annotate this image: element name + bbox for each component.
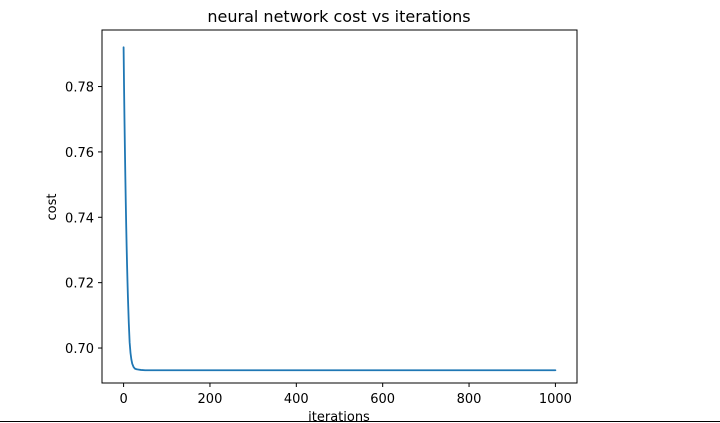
y-tick-label: 0.78 [65,81,94,96]
cost-series-line [122,46,557,372]
chart-title: neural network cost vs iterations [207,7,470,26]
y-tick-label: 0.74 [65,211,94,226]
x-tick-label: 400 [284,392,309,407]
y-axis-ticks: 0.70 0.72 0.74 0.76 0.78 [65,81,102,357]
bottom-rule [0,421,720,422]
x-axis-ticks: 0 200 400 600 800 1000 [119,383,572,407]
x-tick-label: 800 [457,392,482,407]
y-tick-label: 0.72 [65,277,94,292]
y-tick-label: 0.70 [65,342,94,357]
plot-frame [101,29,578,384]
x-tick-label: 1000 [539,392,572,407]
x-tick-label: 600 [370,392,395,407]
x-tick-label: 200 [198,392,223,407]
y-axis-title: cost [45,194,60,221]
x-axis-title: iterations [308,410,370,423]
y-tick-label: 0.76 [65,146,94,161]
x-tick-label: 0 [119,392,127,407]
